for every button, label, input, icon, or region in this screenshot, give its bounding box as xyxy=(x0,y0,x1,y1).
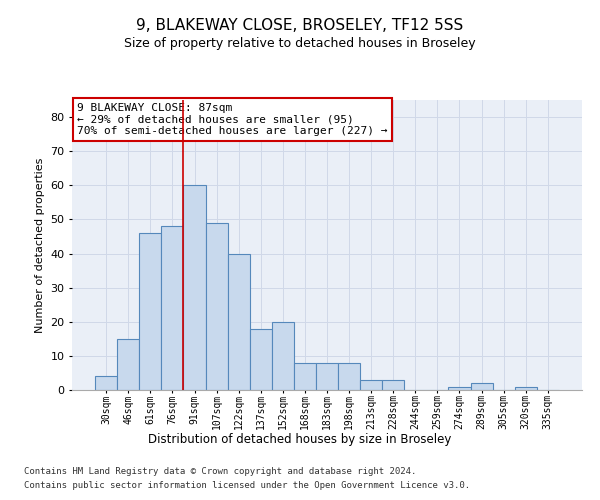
Text: Size of property relative to detached houses in Broseley: Size of property relative to detached ho… xyxy=(124,38,476,51)
Text: 9, BLAKEWAY CLOSE, BROSELEY, TF12 5SS: 9, BLAKEWAY CLOSE, BROSELEY, TF12 5SS xyxy=(136,18,464,32)
Bar xyxy=(161,226,184,390)
Bar xyxy=(515,386,537,390)
Bar xyxy=(382,380,404,390)
Bar xyxy=(206,223,227,390)
Bar xyxy=(360,380,382,390)
Bar xyxy=(227,254,250,390)
Text: Distribution of detached houses by size in Broseley: Distribution of detached houses by size … xyxy=(148,432,452,446)
Bar xyxy=(95,376,117,390)
Bar xyxy=(184,186,206,390)
Text: 9 BLAKEWAY CLOSE: 87sqm
← 29% of detached houses are smaller (95)
70% of semi-de: 9 BLAKEWAY CLOSE: 87sqm ← 29% of detache… xyxy=(77,103,388,136)
Bar xyxy=(250,328,272,390)
Bar xyxy=(139,233,161,390)
Text: Contains public sector information licensed under the Open Government Licence v3: Contains public sector information licen… xyxy=(24,481,470,490)
Bar xyxy=(448,386,470,390)
Y-axis label: Number of detached properties: Number of detached properties xyxy=(35,158,44,332)
Bar xyxy=(117,339,139,390)
Text: Contains HM Land Registry data © Crown copyright and database right 2024.: Contains HM Land Registry data © Crown c… xyxy=(24,468,416,476)
Bar xyxy=(338,362,360,390)
Bar xyxy=(272,322,294,390)
Bar xyxy=(316,362,338,390)
Bar xyxy=(470,383,493,390)
Bar xyxy=(294,362,316,390)
